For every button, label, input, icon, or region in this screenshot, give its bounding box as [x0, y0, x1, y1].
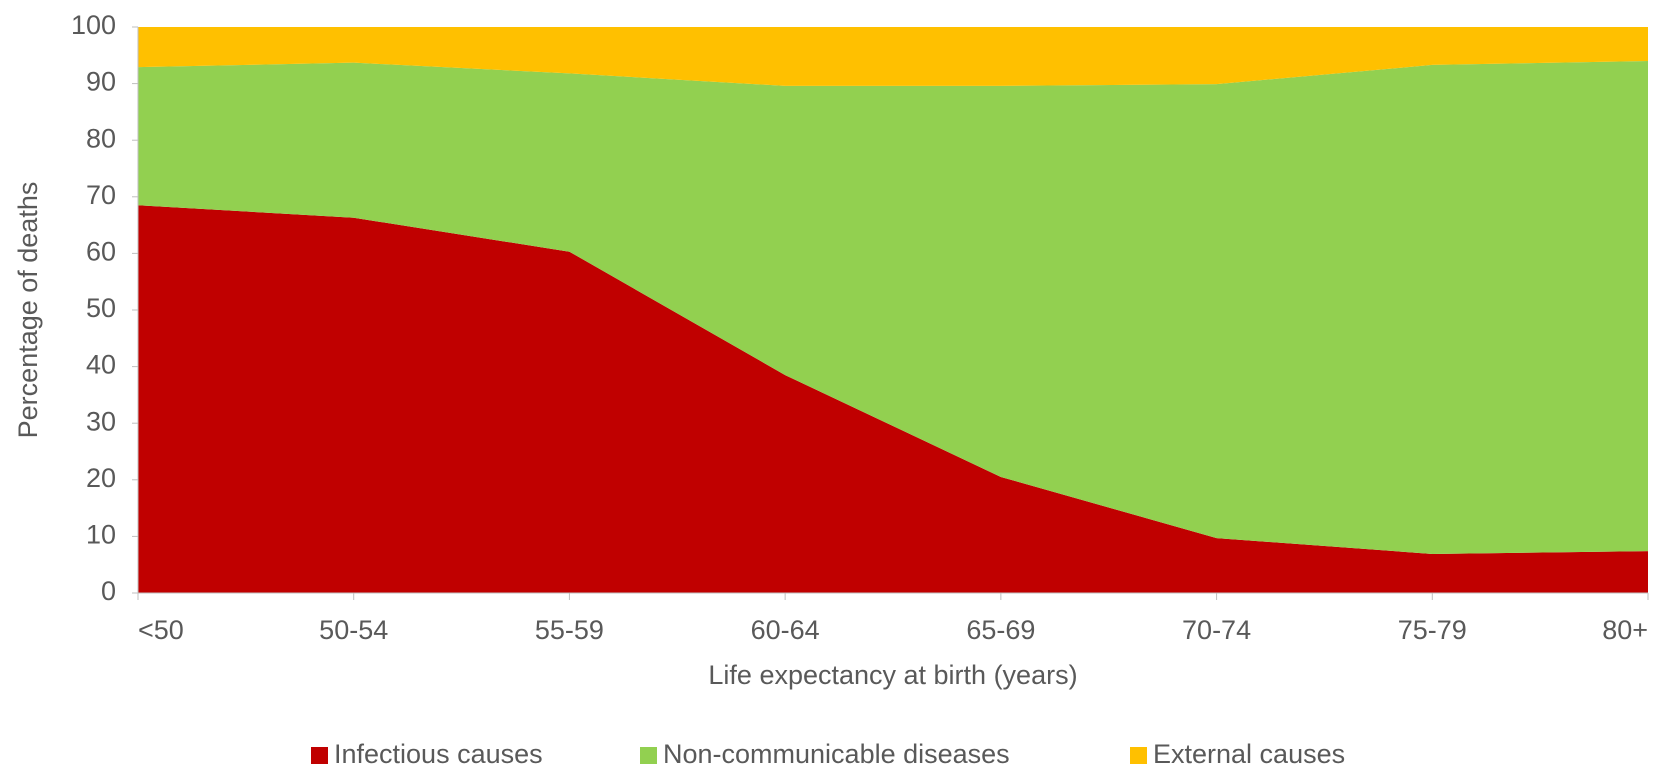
y-tick-label: 100: [71, 10, 116, 40]
y-tick-label: 50: [86, 293, 116, 323]
legend-label: Non-communicable diseases: [663, 739, 1010, 769]
legend-swatch: [311, 747, 328, 764]
y-tick-label: 90: [86, 67, 116, 97]
area: [138, 60, 1648, 554]
legend-swatch: [1130, 747, 1147, 764]
y-tick-label: 70: [86, 180, 116, 210]
x-axis-title: Life expectancy at birth (years): [708, 660, 1077, 690]
x-tick-label: 70-74: [1182, 615, 1251, 645]
x-tick-label: 65-69: [966, 615, 1035, 645]
x-tick-label: 60-64: [751, 615, 820, 645]
x-tick-label: 80+: [1602, 615, 1648, 645]
x-tick-label: 50-54: [319, 615, 388, 645]
y-axis-title: Percentage of deaths: [13, 182, 43, 439]
x-tick-label: 55-59: [535, 615, 604, 645]
area: [138, 205, 1648, 594]
y-tick-label: 40: [86, 350, 116, 380]
y-tick-label: 60: [86, 237, 116, 267]
area: [138, 27, 1648, 86]
y-tick-label: 0: [101, 576, 116, 606]
y-tick-label: 80: [86, 123, 116, 153]
legend-label: External causes: [1153, 739, 1345, 769]
x-tick-label: 75-79: [1398, 615, 1467, 645]
x-tick-label: <50: [138, 615, 184, 645]
legend-swatch: [640, 747, 657, 764]
y-tick-label: 10: [86, 520, 116, 550]
legend-label: Infectious causes: [334, 739, 543, 769]
y-tick-label: 20: [86, 463, 116, 493]
y-tick-label: 30: [86, 406, 116, 436]
